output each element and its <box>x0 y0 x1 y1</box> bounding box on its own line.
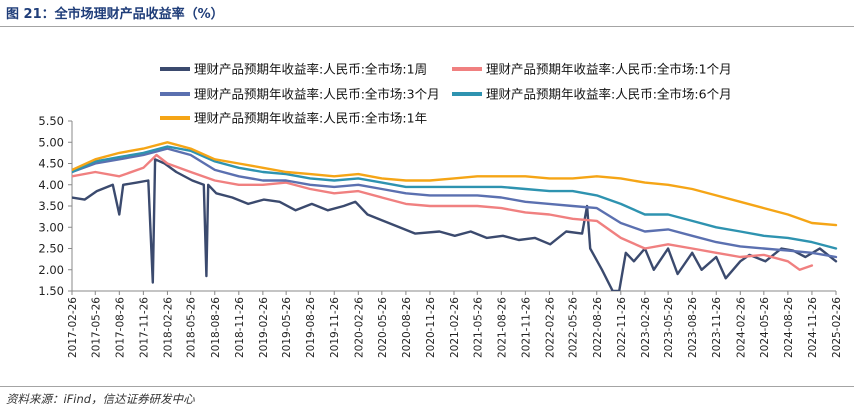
y-tick-label: 2.00 <box>38 263 64 277</box>
series-line-4 <box>72 141 838 227</box>
source-note: 资料来源：iFind，信达证券研发中心 <box>6 392 195 406</box>
y-tick-label: 1.50 <box>38 284 64 298</box>
x-tick-label: 2024-11-26 <box>807 297 819 358</box>
y-tick-label: 4.00 <box>38 178 64 192</box>
x-tick-label: 2017-02-26 <box>67 297 79 358</box>
x-tick-label: 2023-11-26 <box>711 297 723 358</box>
x-tick-label: 2018-11-26 <box>234 297 246 358</box>
y-tick-label: 2.50 <box>38 242 64 256</box>
x-tick-label: 2020-05-26 <box>377 297 389 358</box>
y-tick-label: 5.00 <box>38 135 64 149</box>
x-tick-label: 2024-02-26 <box>735 297 747 358</box>
x-tick-label: 2019-11-26 <box>329 297 341 358</box>
chart-series <box>72 141 838 291</box>
x-tick-label: 2018-08-26 <box>210 297 222 358</box>
y-tick-label: 5.50 <box>38 114 64 128</box>
footer-divider <box>0 386 854 387</box>
x-tick-label: 2022-02-26 <box>544 297 556 358</box>
x-tick-label: 2023-08-26 <box>687 297 699 358</box>
x-tick-label: 2021-05-26 <box>472 297 484 358</box>
chart-legend: 理财产品预期年收益率:人民币:全市场:1周 理财产品预期年收益率:人民币:全市场:… <box>160 62 732 126</box>
x-tick-label: 2019-08-26 <box>305 297 317 358</box>
series-line-3 <box>72 145 838 250</box>
x-tick-label: 2022-05-26 <box>568 297 580 358</box>
x-tick-label: 2017-05-26 <box>90 297 102 358</box>
y-tick-label: 3.50 <box>38 199 64 213</box>
series-line-0 <box>72 158 838 291</box>
figure-title: 图 21：全市场理财产品收益率（%） <box>6 7 224 22</box>
legend-label-0: 理财产品预期年收益率:人民币:全市场:1周 <box>194 62 427 77</box>
x-tick-label: 2018-02-26 <box>162 297 174 358</box>
x-tick-label: 2024-08-26 <box>783 297 795 358</box>
series-line-1 <box>72 153 814 271</box>
legend-label-1: 理财产品预期年收益率:人民币:全市场:1个月 <box>486 62 732 77</box>
x-tick-label: 2017-08-26 <box>114 297 126 358</box>
x-tick-label: 2020-02-26 <box>353 297 365 358</box>
x-tick-label: 2020-11-26 <box>425 297 437 358</box>
x-tick-label: 2022-11-26 <box>616 297 628 358</box>
y-tick-label: 3.00 <box>38 220 64 234</box>
legend-label-4: 理财产品预期年收益率:人民币:全市场:1年 <box>194 111 427 126</box>
x-tick-label: 2017-11-26 <box>138 297 150 358</box>
x-tick-label: 2023-05-26 <box>663 297 675 358</box>
chart-axes: 5.505.004.504.003.503.002.502.001.502017… <box>38 114 843 358</box>
x-tick-label: 2019-02-26 <box>258 297 270 358</box>
series-line-2 <box>72 147 838 259</box>
x-tick-label: 2022-08-26 <box>592 297 604 358</box>
x-tick-label: 2021-11-26 <box>520 297 532 358</box>
y-tick-label: 4.50 <box>38 157 64 171</box>
x-tick-label: 2019-05-26 <box>281 297 293 358</box>
legend-label-2: 理财产品预期年收益率:人民币:全市场:3个月 <box>194 87 440 102</box>
legend-label-3: 理财产品预期年收益率:人民币:全市场:6个月 <box>486 87 732 102</box>
x-tick-label: 2025-02-26 <box>831 297 843 358</box>
x-tick-label: 2021-08-26 <box>496 297 508 358</box>
x-tick-label: 2023-02-26 <box>640 297 652 358</box>
x-tick-label: 2024-05-26 <box>759 297 771 358</box>
title-divider <box>0 26 854 27</box>
x-tick-label: 2020-08-26 <box>401 297 413 358</box>
x-tick-label: 2021-02-26 <box>449 297 461 358</box>
x-tick-label: 2018-05-26 <box>186 297 198 358</box>
